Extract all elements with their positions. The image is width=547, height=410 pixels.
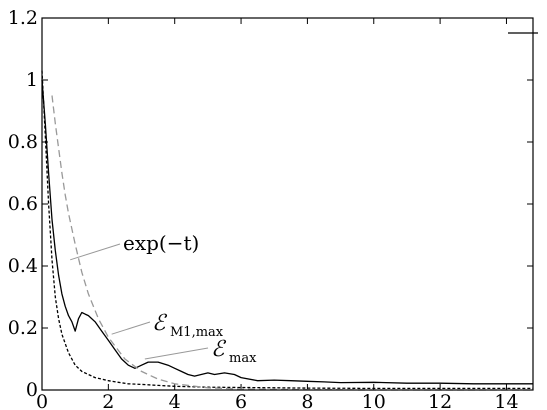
annotation-m1max-subscript: M1,max bbox=[170, 325, 224, 340]
y-tick-label: 0.8 bbox=[8, 131, 38, 153]
x-tick-label: 0 bbox=[36, 391, 48, 410]
series-dashed-line bbox=[41, 70, 533, 390]
ticks: 0 2 4 6 8 10 12 14 0 0.2 0.4 0.6 0.8 1 1.2 bbox=[8, 7, 533, 410]
x-tick-label: 8 bbox=[301, 391, 313, 410]
annotation-max-subscript: max bbox=[229, 351, 257, 366]
y-tick-label: 0.6 bbox=[8, 193, 38, 215]
y-tick-label: 1 bbox=[26, 69, 38, 91]
y-tick-label: 0.4 bbox=[8, 255, 38, 277]
annotation-leader-max bbox=[144, 347, 209, 360]
annotation-max-symbol: ℰ bbox=[211, 337, 227, 362]
y-tick-label: 0 bbox=[26, 379, 38, 401]
x-tick-label: 14 bbox=[494, 391, 518, 410]
x-tick-label: 10 bbox=[362, 391, 386, 410]
series-lines bbox=[41, 70, 533, 391]
y-tick-label: 1.2 bbox=[8, 7, 38, 29]
x-tick-label: 6 bbox=[235, 391, 247, 410]
annotation-leader-m1max bbox=[111, 321, 151, 335]
annotation-leader-exp bbox=[70, 243, 121, 261]
series-solid-line bbox=[41, 79, 533, 385]
plot-frame bbox=[41, 17, 534, 391]
x-tick-label: 4 bbox=[169, 391, 181, 410]
annotation-m1max-symbol: ℰ bbox=[152, 311, 168, 336]
x-tick-label: 2 bbox=[102, 391, 114, 410]
y-tick-label: 0.2 bbox=[8, 317, 38, 339]
annotation-exp: exp(−t) bbox=[123, 231, 199, 255]
x-tick-label: 12 bbox=[428, 391, 452, 410]
